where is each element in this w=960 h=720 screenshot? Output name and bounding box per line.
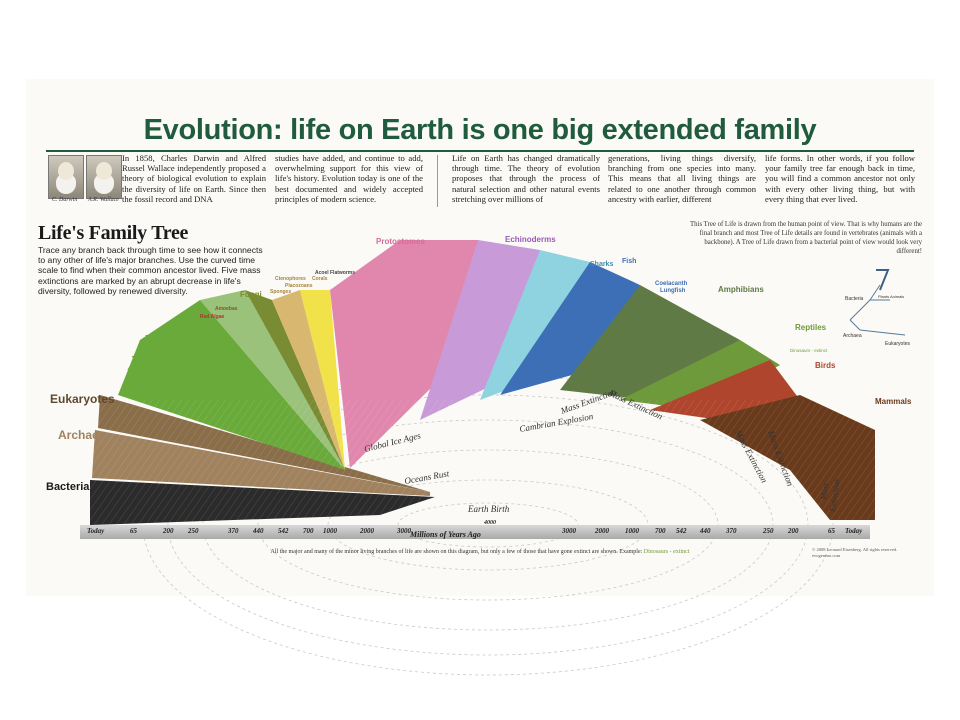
inset-label-animals: Animals (890, 294, 904, 299)
family-tree-description: Trace any branch back through time to se… (38, 245, 263, 296)
time-left-5: 440 (253, 527, 264, 535)
time-right-10: Today (845, 527, 863, 535)
time-left-3: 250 (188, 527, 199, 535)
time-left-2: 200 (163, 527, 174, 535)
label-sharks: Sharks (590, 261, 613, 268)
label-humans: humans (840, 513, 857, 518)
label-archaea: Archaea (58, 428, 106, 442)
label-protostomes: Protostomes (376, 237, 425, 246)
page-title: Evolution: life on Earth is one big exte… (143, 114, 817, 146)
time-right-1: 2000 (595, 527, 609, 535)
darwin-signature: C. Darwin (52, 197, 78, 203)
intro-column-3: Life on Earth has changed dramatically t… (452, 153, 600, 204)
wallace-portrait (86, 155, 122, 199)
label-eukaryotes: Eukaryotes (50, 392, 115, 406)
label-bacteria: Bacteria (46, 481, 90, 493)
copyright-line-1: © 2008 Leonard Eisenberg. All rights res… (812, 547, 898, 552)
inset-label-eukaryotes: Eukaryotes (885, 341, 911, 347)
amphibians-branch (560, 285, 740, 400)
label-sponges: Sponges (270, 289, 291, 295)
bacterial-view-inset: Bacteria Archaea Plants Animals Eukaryot… (843, 269, 911, 347)
column-divider (437, 155, 438, 207)
time-left-9: 2000 (360, 527, 374, 535)
inset-label-archaea: Archaea (843, 333, 862, 339)
label-acoel-flatworms: Acoel Flatworms (315, 270, 355, 276)
inset-label-bacteria: Bacteria (845, 296, 864, 302)
reptiles-branch (620, 340, 780, 410)
time-left-8: 1000 (323, 527, 337, 535)
label-red-algae: Red Algae (200, 314, 224, 320)
label-fungi: Fungi (240, 290, 262, 299)
time-left-6: 542 (278, 527, 289, 535)
time-right-6: 370 (726, 527, 737, 535)
time-right-2: 1000 (625, 527, 639, 535)
label-fish: Fish (622, 258, 636, 265)
sharks-branch (480, 250, 590, 400)
event-earth-birth: Earth Birth (467, 504, 510, 514)
label-echinoderms: Echinoderms (505, 235, 556, 244)
label-ctenophores: Ctenophores (275, 276, 306, 282)
group-labels: Bacteria Archaea Eukaryotes Plants Red A… (46, 235, 912, 518)
label-placozoans: Placozoans (285, 283, 313, 289)
intro-column-5: life forms. In other words, if you follo… (765, 153, 915, 204)
label-amphibians: Amphibians (718, 285, 764, 294)
label-corals: Corals (312, 276, 328, 282)
time-center: 4000 (484, 520, 496, 526)
label-coelacanth: Coelacanth (655, 281, 688, 287)
copyright-line-2: evogeneao.com (812, 553, 841, 558)
footnote-example: Dinosaurs - extinct (643, 549, 690, 555)
time-right-0: 3000 (562, 527, 576, 535)
label-plants: Plants (145, 334, 170, 343)
fish-branch (500, 262, 640, 395)
label-lungfish: Lungfish (660, 288, 686, 294)
time-scale-bar (80, 525, 870, 539)
label-reptiles: Reptiles (795, 323, 827, 332)
time-axis-label: Millions of Years Ago (410, 530, 481, 539)
time-left-7: 700 (303, 527, 314, 535)
footnote: All the major and many of the minor livi… (0, 549, 960, 555)
time-left-1: 65 (130, 527, 137, 535)
intro-column-2: studies have added, and continue to add,… (275, 153, 423, 204)
plants-arrow-icon (127, 354, 139, 371)
event-mass-label: Mass (819, 482, 830, 501)
time-right-7: 250 (763, 527, 774, 535)
label-birds: Birds (815, 361, 836, 370)
label-mammals: Mammals (875, 397, 912, 406)
title-divider (46, 150, 914, 152)
footnote-text: All the major and many of the minor livi… (270, 549, 643, 555)
family-tree-title: Life's Family Tree (38, 222, 189, 244)
intro-column-4: generations, living things diversify, br… (608, 153, 756, 204)
label-dinosaurs: Dinosaurs - extinct (790, 348, 828, 353)
human-point-of-view-note: This Tree of Life is drawn from the huma… (690, 221, 922, 255)
label-amoebas: Amoebas (215, 306, 238, 312)
time-right-9: 65 (828, 527, 835, 535)
time-left-4: 370 (228, 527, 239, 535)
wallace-signature: A.R. Wallace (88, 197, 119, 203)
time-right-8: 200 (788, 527, 799, 535)
time-right-3: 700 (655, 527, 666, 535)
tree-branches (90, 240, 875, 525)
time-left-0: Today (87, 527, 105, 535)
time-right-5: 440 (700, 527, 711, 535)
copyright: © 2008 Leonard Eisenberg. All rights res… (812, 547, 897, 559)
time-left-10: 3000 (397, 527, 411, 535)
intro-column-1: In 1858, Charles Darwin and Alfred Russe… (122, 153, 266, 204)
inset-label-plants: Plants (878, 294, 889, 299)
time-right-4: 542 (676, 527, 687, 535)
darwin-portrait (48, 155, 84, 199)
